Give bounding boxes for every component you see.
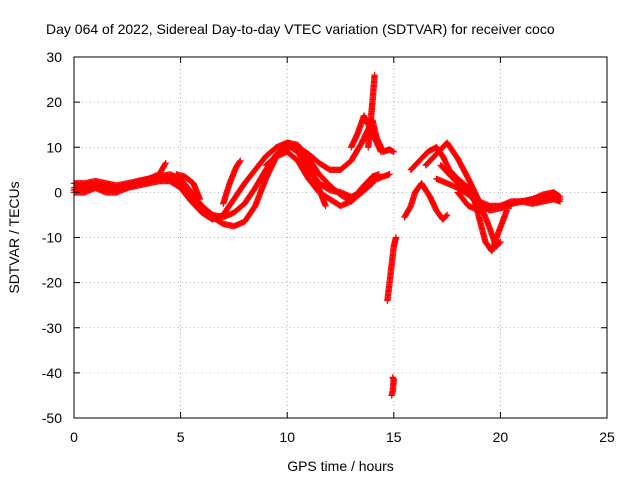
chart-title: Day 064 of 2022, Sidereal Day-to-day VTE… (46, 21, 555, 37)
series-track-15 (422, 139, 504, 250)
series-track-6 (173, 171, 203, 203)
x-tick-label: 20 (493, 429, 509, 445)
data-point-marker (556, 198, 564, 205)
data-point-marker (386, 171, 393, 178)
x-tick-label: 0 (70, 429, 78, 445)
data-point-marker (390, 148, 397, 155)
y-tick-label: 0 (54, 184, 62, 200)
y-tick-label: -30 (42, 320, 62, 336)
x-tick-label: 5 (177, 429, 185, 445)
data-point-marker (161, 160, 169, 168)
data-point-marker (162, 159, 169, 167)
series-track-10 (365, 71, 378, 151)
series-track-12 (388, 374, 397, 399)
data-point-marker (196, 195, 203, 203)
data-point-marker (388, 392, 395, 399)
series-track-13 (401, 180, 451, 223)
y-tick-label: -50 (42, 410, 62, 426)
y-tick-label: 20 (46, 94, 62, 110)
grid-layer (74, 57, 607, 418)
axis-ticks: 0 5 10 15 20 25 -50 -40 -30 -20 -10 0 10 20 30 (42, 49, 615, 445)
x-tick-label: 15 (386, 429, 402, 445)
series-track-11 (384, 234, 400, 304)
data-point-marker (503, 207, 510, 214)
series-track-8 (262, 148, 383, 210)
y-tick-label: -10 (42, 230, 62, 246)
data-point-marker (322, 202, 329, 210)
y-tick-label: 30 (46, 49, 62, 65)
x-axis-title: GPS time / hours (287, 458, 394, 474)
y-axis-title: SDTVAR / TECUs (6, 181, 22, 293)
data-point-marker (369, 180, 376, 187)
data-point-marker (392, 234, 400, 241)
data-point-marker (443, 211, 451, 219)
data-point-marker (237, 157, 244, 164)
data-point-marker (377, 148, 385, 155)
series-track-7 (284, 139, 329, 210)
series-track-19 (507, 195, 564, 207)
y-tick-label: 10 (46, 139, 62, 155)
x-tick-label: 25 (599, 429, 615, 445)
series-track-5 (220, 157, 244, 207)
y-tick-label: -20 (42, 275, 62, 291)
data-point-marker (371, 71, 378, 79)
x-tick-label: 10 (279, 429, 295, 445)
data-point-marker (368, 180, 375, 188)
y-tick-label: -40 (42, 365, 62, 381)
plot-frame (73, 56, 608, 419)
data-point-marker (497, 238, 504, 246)
data-point-marker (375, 171, 383, 178)
data-point-marker (236, 158, 243, 165)
data-marks (70, 71, 564, 399)
data-point-marker (443, 212, 450, 220)
series-track-4 (70, 159, 169, 196)
series-track-2 (70, 139, 376, 223)
